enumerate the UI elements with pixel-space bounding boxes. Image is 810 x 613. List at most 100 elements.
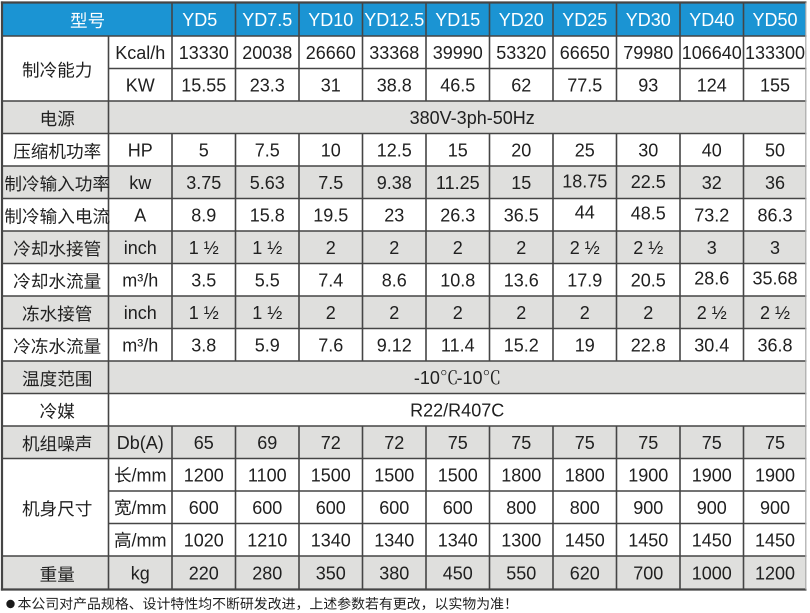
svg-text:YD12.5: YD12.5: [364, 10, 424, 30]
svg-text:66650: 66650: [560, 43, 610, 63]
svg-text:1500: 1500: [438, 466, 478, 486]
svg-text:1450: 1450: [755, 531, 795, 551]
svg-text:19.5: 19.5: [313, 206, 348, 226]
svg-text:1340: 1340: [311, 531, 351, 551]
svg-text:8.6: 8.6: [382, 271, 407, 291]
svg-text:2: 2: [643, 303, 653, 323]
svg-text:280: 280: [252, 564, 282, 584]
svg-text:1210: 1210: [247, 531, 287, 551]
svg-text:13.6: 13.6: [504, 271, 539, 291]
svg-text:2: 2: [453, 303, 463, 323]
svg-text:25: 25: [575, 141, 595, 161]
svg-text:1 ½: 1 ½: [189, 303, 219, 323]
svg-text:12.5: 12.5: [377, 141, 412, 161]
svg-text:77.5: 77.5: [567, 76, 602, 96]
svg-text:3: 3: [770, 238, 780, 258]
svg-text:22.5: 22.5: [631, 172, 666, 192]
svg-text:7.6: 7.6: [318, 336, 343, 356]
svg-text:YD40: YD40: [689, 10, 734, 30]
svg-text:75: 75: [765, 433, 785, 453]
svg-text:75: 75: [638, 433, 658, 453]
svg-text:133300: 133300: [745, 43, 805, 63]
svg-text:7.4: 7.4: [318, 271, 343, 291]
svg-text:15.2: 15.2: [504, 336, 539, 356]
svg-text:18.75: 18.75: [562, 172, 607, 192]
svg-text:5: 5: [199, 141, 209, 161]
svg-text:-10: -10: [457, 368, 483, 388]
svg-text:Db(A): Db(A): [117, 433, 164, 453]
svg-text:700: 700: [633, 564, 663, 584]
svg-text:kw: kw: [129, 173, 152, 193]
svg-text:44: 44: [575, 203, 595, 223]
svg-text:900: 900: [633, 498, 663, 518]
svg-text:1020: 1020: [184, 531, 224, 551]
svg-text:/mm: /mm: [132, 466, 167, 486]
svg-text:YD25: YD25: [562, 10, 607, 30]
svg-text:1200: 1200: [755, 564, 795, 584]
svg-text:1340: 1340: [374, 531, 414, 551]
svg-text:9.38: 9.38: [377, 173, 412, 193]
svg-text:19: 19: [575, 336, 595, 356]
svg-text:2 ½: 2 ½: [570, 238, 600, 258]
svg-text:10.8: 10.8: [440, 271, 475, 291]
svg-text:2: 2: [453, 238, 463, 258]
svg-text:9.12: 9.12: [377, 336, 412, 356]
svg-text:46.5: 46.5: [440, 76, 475, 96]
svg-text:65: 65: [194, 433, 214, 453]
svg-text:450: 450: [443, 564, 473, 584]
svg-text:20: 20: [511, 141, 531, 161]
svg-text:75: 75: [511, 433, 531, 453]
svg-text:550: 550: [506, 564, 536, 584]
svg-text:600: 600: [316, 498, 346, 518]
svg-text:m³/h: m³/h: [122, 336, 158, 356]
svg-text:15: 15: [448, 141, 468, 161]
svg-text:17.9: 17.9: [567, 271, 602, 291]
svg-text:3.8: 3.8: [191, 336, 216, 356]
svg-text:1900: 1900: [628, 466, 668, 486]
svg-text:20038: 20038: [242, 43, 292, 63]
svg-text:m³/h: m³/h: [122, 271, 158, 291]
svg-text:2: 2: [389, 238, 399, 258]
svg-text:124: 124: [697, 76, 727, 96]
svg-text:3.5: 3.5: [191, 271, 216, 291]
svg-text:1450: 1450: [565, 531, 605, 551]
svg-text:2: 2: [580, 303, 590, 323]
svg-text:1900: 1900: [755, 466, 795, 486]
svg-text:26660: 26660: [306, 43, 356, 63]
svg-text:33368: 33368: [369, 43, 419, 63]
svg-text:72: 72: [384, 433, 404, 453]
svg-text:15: 15: [511, 173, 531, 193]
svg-text:1800: 1800: [565, 466, 605, 486]
svg-text:YD5: YD5: [182, 10, 217, 30]
svg-text:/mm: /mm: [132, 531, 167, 551]
svg-text:900: 900: [760, 498, 790, 518]
svg-text:380V-3ph-50Hz: 380V-3ph-50Hz: [410, 108, 535, 128]
svg-text:800: 800: [506, 498, 536, 518]
svg-text:3: 3: [707, 238, 717, 258]
svg-text:28.6: 28.6: [694, 269, 729, 289]
svg-text:A: A: [134, 206, 146, 226]
svg-text:26.3: 26.3: [440, 206, 475, 226]
svg-text:2: 2: [389, 303, 399, 323]
svg-text:1000: 1000: [692, 564, 732, 584]
svg-text:2: 2: [516, 303, 526, 323]
svg-text:600: 600: [379, 498, 409, 518]
svg-text:600: 600: [189, 498, 219, 518]
svg-text:1 ½: 1 ½: [252, 238, 282, 258]
svg-text:1 ½: 1 ½: [189, 238, 219, 258]
svg-text:YD15: YD15: [435, 10, 480, 30]
svg-text:1200: 1200: [184, 466, 224, 486]
svg-text:1500: 1500: [374, 466, 414, 486]
svg-text:3.75: 3.75: [186, 173, 221, 193]
svg-text:1500: 1500: [311, 466, 351, 486]
svg-text:1340: 1340: [438, 531, 478, 551]
svg-text:1900: 1900: [692, 466, 732, 486]
svg-text:YD10: YD10: [308, 10, 353, 30]
svg-text:36.5: 36.5: [504, 206, 539, 226]
svg-text:1450: 1450: [692, 531, 732, 551]
svg-text:11.25: 11.25: [436, 173, 480, 193]
svg-text:69: 69: [257, 433, 277, 453]
svg-text:39990: 39990: [433, 43, 483, 63]
svg-text:2: 2: [516, 238, 526, 258]
svg-text:75: 75: [575, 433, 595, 453]
